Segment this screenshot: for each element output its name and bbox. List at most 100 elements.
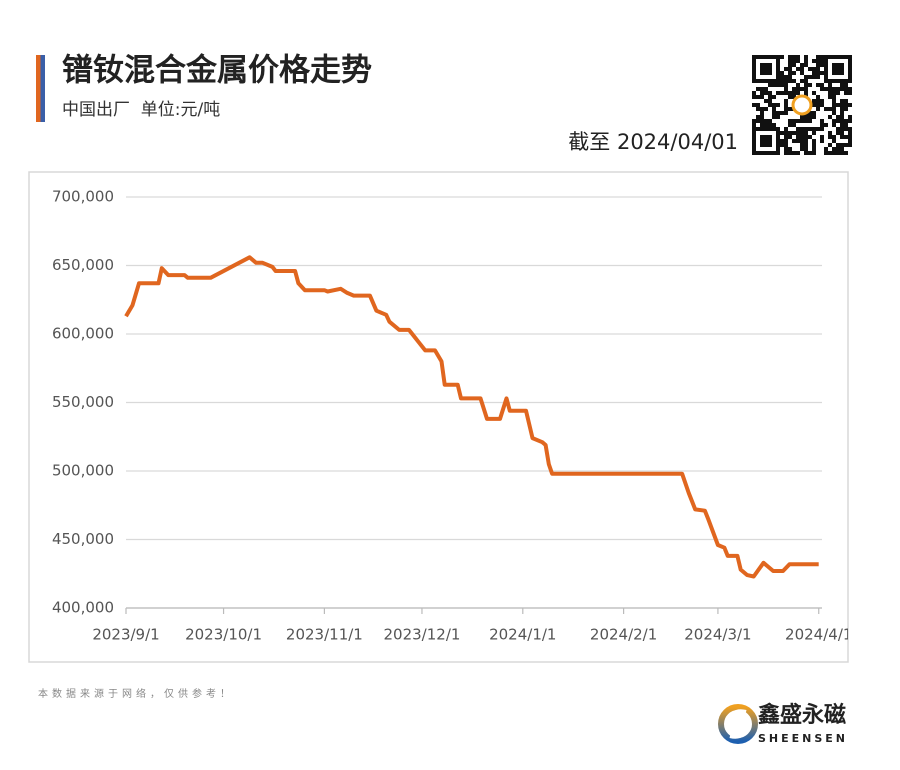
x-tick-label: 2024/3/1: [684, 626, 751, 644]
qr-cell: [820, 123, 824, 127]
qr-cell: [780, 83, 784, 87]
qr-cell: [760, 119, 764, 123]
qr-cell: [784, 79, 788, 83]
qr-cell: [848, 139, 852, 143]
qr-cell: [840, 115, 844, 119]
qr-cell: [768, 99, 772, 103]
qr-cell: [820, 59, 824, 63]
qr-cell: [808, 135, 812, 139]
qr-cell: [804, 131, 808, 135]
qr-cell: [776, 103, 780, 107]
qr-cell: [784, 131, 788, 135]
qr-cell: [808, 115, 812, 119]
qr-cell: [800, 131, 804, 135]
qr-cell: [844, 123, 848, 127]
qr-cell: [812, 143, 816, 147]
qr-cell: [800, 79, 804, 83]
qr-cell: [768, 83, 772, 87]
qr-cell: [820, 127, 824, 131]
qr-cell: [812, 131, 816, 135]
qr-cell: [760, 107, 764, 111]
qr-cell: [756, 107, 760, 111]
qr-finder: [824, 55, 852, 83]
qr-cell: [828, 107, 832, 111]
qr-cell: [808, 83, 812, 87]
qr-cell: [816, 71, 820, 75]
qr-cell: [784, 99, 788, 103]
qr-cell: [848, 119, 852, 123]
qr-cell: [836, 119, 840, 123]
qr-cell: [776, 115, 780, 119]
chart-frame: [28, 171, 849, 663]
qr-cell: [836, 147, 840, 151]
qr-cell: [764, 123, 768, 127]
qr-cell: [840, 111, 844, 115]
qr-cell: [796, 151, 800, 155]
qr-cell: [788, 123, 792, 127]
qr-cell: [756, 103, 760, 107]
qr-cell: [780, 55, 784, 59]
qr-cell: [796, 91, 800, 95]
qr-cell: [836, 115, 840, 119]
qr-cell: [784, 67, 788, 71]
qr-cell: [832, 111, 836, 115]
qr-cell: [784, 147, 788, 151]
qr-cell: [804, 119, 808, 123]
qr-cell: [800, 67, 804, 71]
qr-cell: [832, 95, 836, 99]
qr-cell: [800, 127, 804, 131]
qr-cell: [796, 131, 800, 135]
qr-cell: [832, 91, 836, 95]
qr-cell: [780, 131, 784, 135]
qr-cell: [788, 95, 792, 99]
qr-cell: [816, 83, 820, 87]
qr-cell: [820, 139, 824, 143]
qr-cell: [820, 119, 824, 123]
brand-name-en: SHEENSEN: [758, 732, 848, 745]
qr-cell: [820, 103, 824, 107]
x-tick-label: 2023/9/1: [92, 626, 159, 644]
qr-cell: [764, 107, 768, 111]
qr-cell: [804, 139, 808, 143]
qr-cell: [780, 75, 784, 79]
qr-cell: [776, 111, 780, 115]
qr-cell: [812, 71, 816, 75]
qr-cell: [844, 99, 848, 103]
qr-cell: [800, 115, 804, 119]
qr-cell: [848, 131, 852, 135]
qr-cell: [828, 87, 832, 91]
chart: 400,000 450,000 500,000 550,000 600,000 650,0…: [52, 188, 852, 644]
qr-code: [752, 55, 852, 155]
qr-cell: [824, 147, 828, 151]
qr-cell: [812, 59, 816, 63]
qr-cell: [848, 127, 852, 131]
qr-cell: [840, 143, 844, 147]
qr-cell: [840, 107, 844, 111]
qr-cell: [760, 87, 764, 91]
qr-cell: [796, 59, 800, 63]
y-tick-label: 600,000: [52, 325, 114, 343]
x-tick-label: 2023/12/1: [384, 626, 461, 644]
qr-cell: [816, 75, 820, 79]
qr-cell: [772, 95, 776, 99]
qr-cell: [836, 91, 840, 95]
qr-cell: [796, 127, 800, 131]
qr-cell: [764, 91, 768, 95]
qr-cell: [816, 127, 820, 131]
x-tick-label: 2024/4/1: [785, 626, 852, 644]
brand-name: 鑫盛永磁: [758, 702, 846, 728]
qr-cell: [828, 151, 832, 155]
qr-cell: [848, 135, 852, 139]
brand-logo: 鑫盛永磁 SHEENSEN: [718, 702, 848, 745]
qr-cell: [836, 151, 840, 155]
qr-cell: [760, 95, 764, 99]
qr-cell: [816, 95, 820, 99]
qr-cell: [788, 71, 792, 75]
qr-cell: [784, 107, 788, 111]
qr-cell: [784, 91, 788, 95]
qr-cell: [788, 151, 792, 155]
qr-cell: [832, 139, 836, 143]
qr-cell: [780, 91, 784, 95]
qr-cell: [848, 87, 852, 91]
